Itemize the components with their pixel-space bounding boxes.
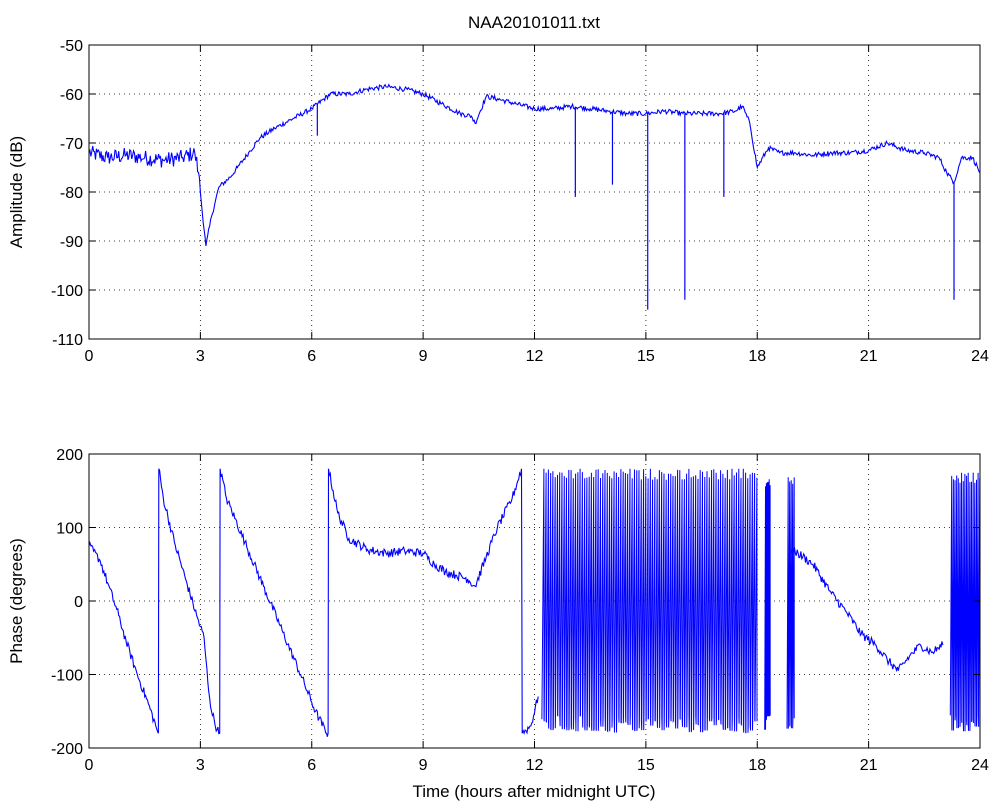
phase-wrap-region	[949, 472, 980, 732]
series-line-2	[790, 546, 944, 673]
x-tick-label: 6	[307, 348, 316, 365]
y-tick-label: -100	[51, 283, 83, 300]
y-axis-label: Amplitude (dB)	[7, 136, 26, 248]
x-tick-label: 18	[748, 348, 766, 365]
x-tick-label: 0	[85, 757, 94, 774]
y-tick-label: 100	[56, 521, 83, 538]
y-tick-label: 0	[74, 594, 83, 611]
x-tick-label: 21	[860, 757, 878, 774]
x-tick-label: 21	[860, 348, 878, 365]
x-tick-label: 0	[85, 348, 94, 365]
y-tick-label: -50	[60, 38, 83, 55]
data-layer	[89, 468, 980, 737]
x-tick-label: 12	[526, 757, 544, 774]
y-tick-label: -200	[51, 741, 83, 758]
y-tick-label: -80	[60, 185, 83, 202]
y-axis-label: Phase (degrees)	[7, 538, 26, 664]
subplot-2: 0 3 6 9 12 15 18 21 24 -200 -100 0 100 200 Phase (degr…	[7, 447, 989, 774]
phase-wrap-region	[786, 477, 795, 729]
x-tick-label: 24	[971, 348, 989, 365]
data-layer	[89, 83, 980, 310]
x-tick-label: 9	[419, 757, 428, 774]
x-tick-label: 9	[419, 348, 428, 365]
y-tick-label: -90	[60, 234, 83, 251]
series-line-1	[89, 468, 539, 737]
y-tick-label: -100	[51, 668, 83, 685]
phase-wrap-region	[541, 468, 758, 734]
phase-wrap-region	[764, 479, 771, 730]
y-tick-label: -60	[60, 87, 83, 104]
x-tick-label: 12	[526, 348, 544, 365]
x-tick-label: 15	[637, 348, 655, 365]
y-tick-label: 200	[56, 447, 83, 464]
x-tick-label: 6	[307, 757, 316, 774]
chart-title: NAA20101011.txt	[468, 13, 600, 32]
x-axis-label: Time (hours after midnight UTC)	[412, 782, 655, 801]
y-tick-label: -110	[52, 332, 83, 349]
subplot-1: 0 3 6 9 12 15 18 21 24 -110 -100 -90 -80 -70 -60 -50 Amp…	[7, 38, 989, 365]
x-tick-label: 15	[637, 757, 655, 774]
x-tick-label: 3	[196, 348, 205, 365]
x-tick-label: 24	[971, 757, 989, 774]
series-line-1	[89, 83, 980, 246]
x-tick-label: 3	[196, 757, 205, 774]
y-tick-label: -70	[60, 136, 83, 153]
x-tick-label: 18	[748, 757, 766, 774]
